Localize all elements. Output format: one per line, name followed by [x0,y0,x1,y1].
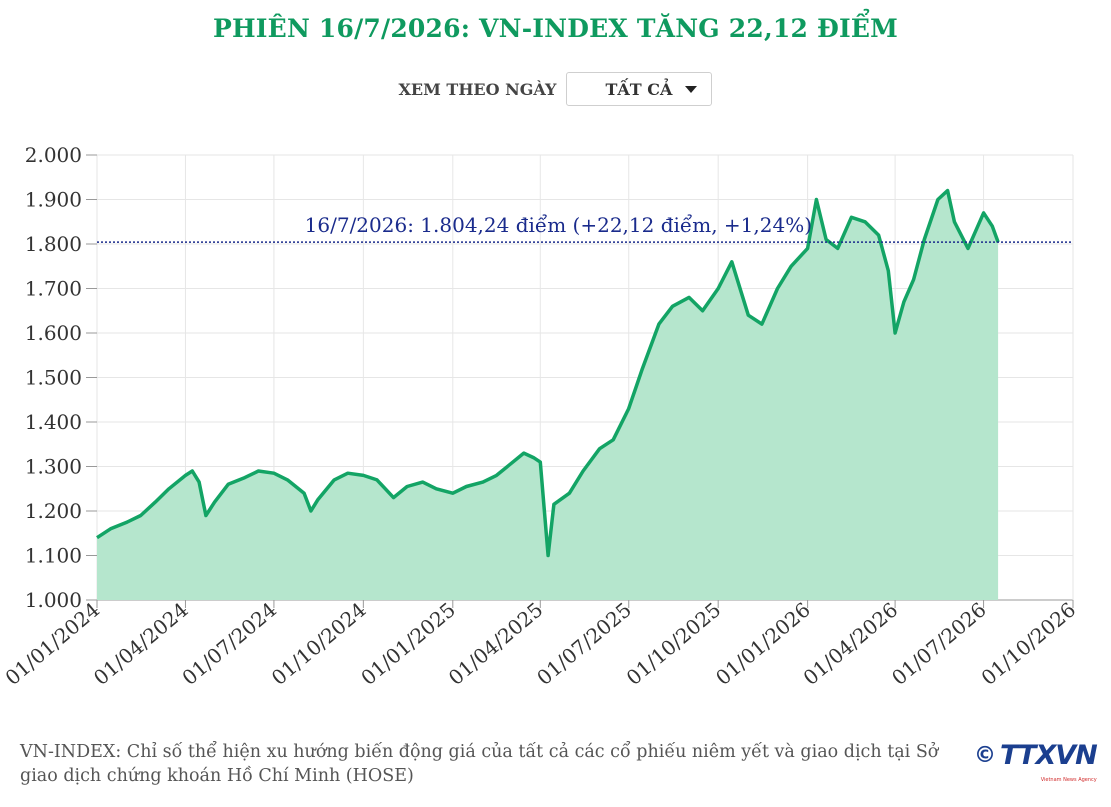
y-tick-label: 2.000 [25,143,82,167]
y-tick-label: 1.700 [25,277,82,301]
y-tick-label: 1.800 [25,232,82,256]
y-tick-label: 1.400 [25,410,82,434]
y-tick-label: 1.100 [25,544,82,568]
chevron-down-icon [685,85,698,93]
reference-label: 16/7/2026: 1.804,24 điểm (+22,12 điểm, +… [305,213,812,237]
x-tick-label: 01/04/2024 [89,597,193,689]
filter-label: XEM THEO NGÀY [398,79,557,99]
y-tick-label: 1.900 [25,188,82,212]
y-tick-label: 1.200 [25,499,82,523]
x-tick-label: 01/04/2025 [444,597,548,689]
logo-text: TTXVN Vietnam News Agency [1000,740,1098,783]
y-axis: 1.000 1.100 1.200 1.300 1.400 1.500 1.600 1.700… [25,143,97,612]
x-tick-label: 01/10/2025 [622,597,726,689]
x-tick-label: 01/07/2026 [887,597,991,689]
date-range-dropdown[interactable]: TẤT CẢ [566,72,713,106]
series-line [96,188,1000,558]
x-tick-label: 01/10/2026 [976,597,1080,689]
x-axis: 01/01/202401/04/202401/07/202401/10/2024… [0,597,1080,689]
x-tick-label: 01/07/2024 [177,597,281,689]
series-area [97,190,999,600]
logo-wordmark: TTXVN [1000,740,1098,771]
x-tick-label: 01/10/2024 [267,597,371,689]
dropdown-selected-value: TẤT CẢ [605,79,673,99]
copyright-icon: © [974,743,996,768]
y-tick-label: 1.500 [25,366,82,390]
chart-title: PHIÊN 16/7/2026: VN-INDEX TĂNG 22,12 ĐIỂ… [212,14,899,43]
y-tick-label: 1.600 [25,321,82,345]
logo-subtitle: Vietnam News Agency [1040,777,1097,783]
y-tick-label: 1.000 [25,588,82,612]
x-tick-label: 01/01/2026 [711,597,815,689]
x-tick-label: 01/04/2026 [799,597,903,689]
footer-note: VN-INDEX: Chỉ số thể hiện xu hướng biến … [20,742,939,786]
x-tick-label: 01/07/2025 [532,597,636,689]
y-tick-label: 1.300 [25,455,82,479]
date-filter: XEM THEO NGÀY TẤT CẢ [0,72,1111,106]
ttxvn-logo: © TTXVN Vietnam News Agency [974,740,1098,783]
x-tick-label: 01/01/2025 [356,597,460,689]
